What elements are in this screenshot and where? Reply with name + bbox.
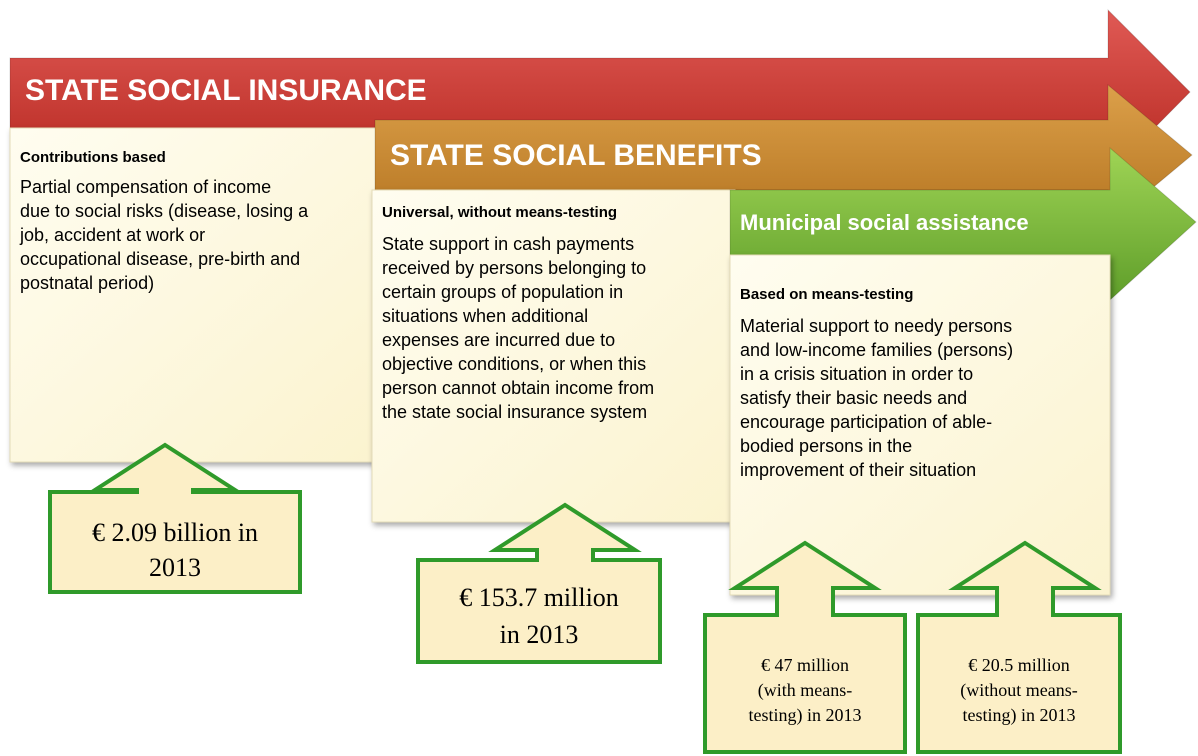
- panel-text: satisfy their basic needs and: [740, 388, 967, 408]
- callout: [703, 540, 907, 754]
- panel-heading: Based on means-testing: [740, 286, 913, 303]
- panel-text: job, accident at work or: [19, 225, 205, 245]
- panel-text: postnatal period): [20, 273, 154, 293]
- callout-text: € 2.09 billion in: [92, 518, 258, 547]
- panel-heading: Universal, without means-testing: [382, 204, 617, 221]
- callout-text: € 153.7 million: [459, 583, 619, 612]
- panel-text: certain groups of population in: [382, 282, 623, 302]
- panel-text: and low-income families (persons): [740, 340, 1013, 360]
- arrow-title: STATE SOCIAL INSURANCE: [25, 74, 427, 107]
- callout-text: testing) in 2013: [963, 705, 1076, 726]
- panel-text: Material support to needy persons: [740, 316, 1012, 336]
- panel-text: bodied persons in the: [740, 436, 912, 456]
- panel-text: person cannot obtain income from: [382, 378, 654, 398]
- panel-text: occupational disease, pre-birth and: [20, 249, 300, 269]
- callout-text: (without means-: [960, 680, 1077, 701]
- callout-text: 2013: [149, 553, 201, 582]
- callout-text: testing) in 2013: [749, 705, 862, 726]
- panel-text: the state social insurance system: [382, 402, 647, 422]
- panel-text: situations when additional: [382, 306, 588, 326]
- callout: [416, 502, 662, 664]
- panel-text: improvement of their situation: [740, 460, 976, 480]
- callout-text: (with means-: [758, 680, 852, 701]
- panel-text: expenses are incurred due to: [382, 330, 615, 350]
- panel: [729, 254, 1111, 596]
- panel-text: objective conditions, or when this: [382, 354, 646, 374]
- panel-text: in a crisis situation in order to: [740, 364, 973, 384]
- callout: [48, 442, 302, 594]
- arrow-title: Municipal social assistance: [740, 210, 1029, 235]
- callout: [916, 540, 1122, 754]
- callout-text: € 47 million: [761, 655, 849, 675]
- panel-text: State support in cash payments: [382, 234, 634, 254]
- panel-text: received by persons belonging to: [382, 258, 646, 278]
- panel-text: Partial compensation of income: [20, 177, 271, 197]
- panel-text: encourage participation of able-: [740, 412, 992, 432]
- panel-text: due to social risks (disease, losing a: [20, 201, 309, 221]
- callout-text: in 2013: [500, 620, 579, 649]
- arrow-title: STATE SOCIAL BENEFITS: [390, 139, 762, 172]
- panel: [9, 127, 381, 463]
- panel-heading: Contributions based: [20, 149, 166, 166]
- callout-text: € 20.5 million: [968, 655, 1070, 675]
